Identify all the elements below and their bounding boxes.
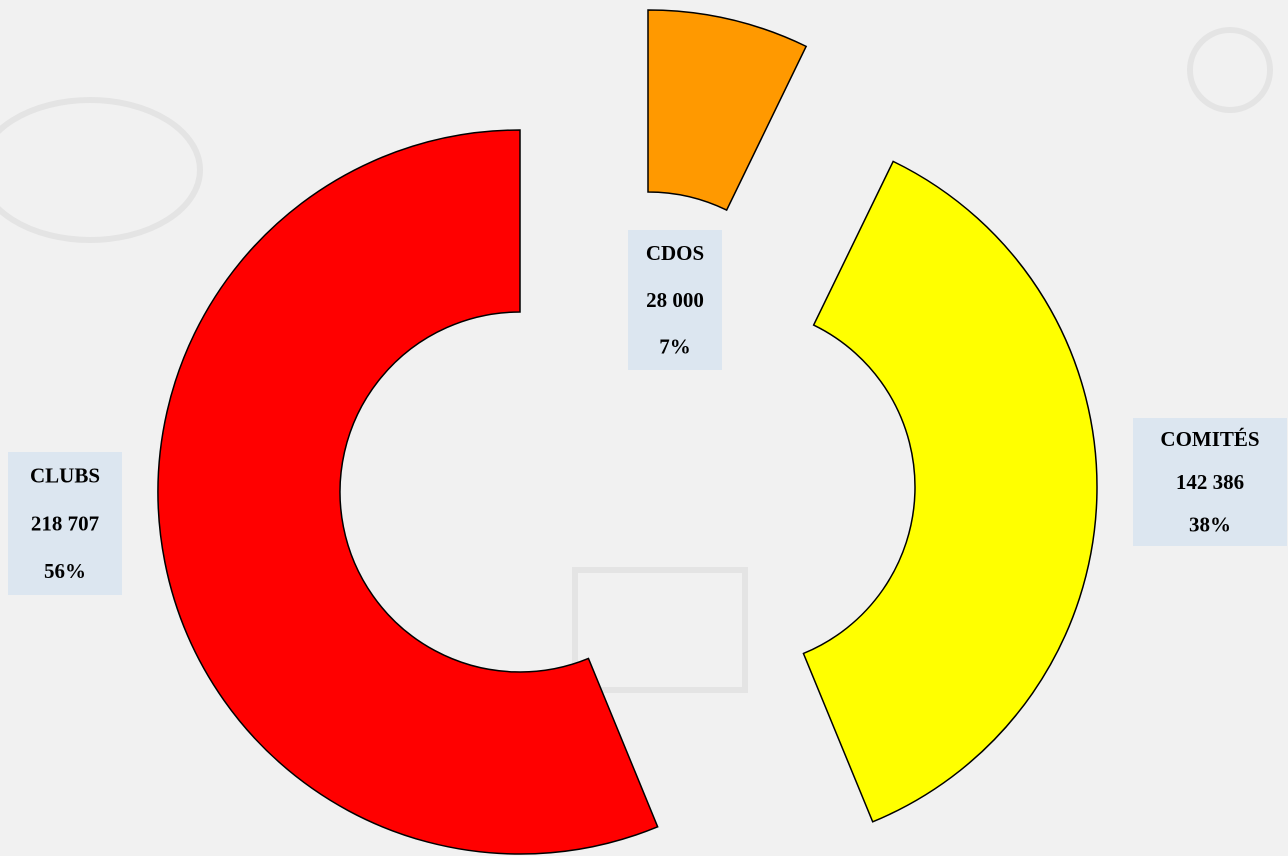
label-percent: 56% (44, 559, 86, 583)
data-label: CLUBS 218 707 56% (8, 452, 122, 595)
label-category: CLUBS (30, 464, 100, 488)
data-label: CDOS 28 000 7% (628, 230, 722, 370)
label-percent: 7% (659, 334, 691, 358)
label-value: 142 386 (1176, 470, 1244, 494)
label-category: COMITÉS (1160, 427, 1259, 451)
label-category: CDOS (646, 241, 704, 265)
label-percent: 38% (1189, 512, 1231, 536)
data-label: COMITÉS 142 386 38% (1133, 418, 1287, 546)
page: CDOS 28 000 7% COMITÉS 142 386 38% CLUBS 218 70… (0, 0, 1288, 856)
chart: CDOS 28 000 7% COMITÉS 142 386 38% CLUBS 218 70… (0, 0, 1288, 856)
label-value: 218 707 (31, 511, 99, 535)
label-value: 28 000 (646, 288, 704, 312)
